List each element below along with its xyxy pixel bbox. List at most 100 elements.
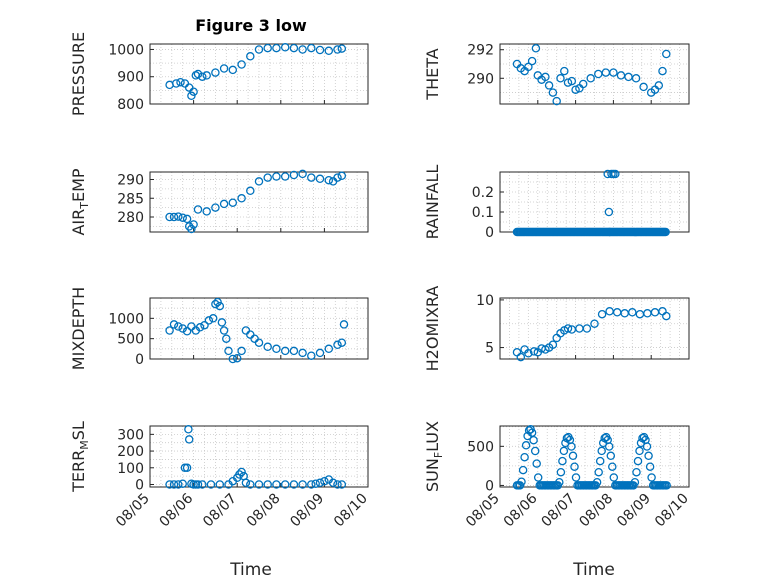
data-point: [592, 477, 602, 487]
y-axis-label: AIRTEMP: [69, 168, 91, 235]
data-point: [606, 451, 616, 461]
data-point: [563, 78, 573, 87]
data-point: [552, 96, 561, 106]
x-tick-label: 08/08: [576, 491, 616, 531]
y-axis-label: PRESSURE: [69, 32, 88, 116]
data-point: [662, 481, 671, 490]
data-point: [590, 319, 599, 328]
y-tick-label: 5: [485, 341, 494, 357]
data-point: [235, 470, 244, 479]
data-point: [533, 473, 543, 482]
data-point: [187, 91, 196, 101]
data-point: [647, 473, 656, 482]
data-point: [560, 66, 569, 76]
x-tick-label: 08/07: [200, 491, 240, 531]
data-point: [169, 320, 179, 329]
data-point: [521, 441, 531, 450]
x-tick-label: 08/05: [113, 491, 153, 531]
data-point: [529, 347, 539, 356]
data-point: [263, 342, 272, 352]
y-axis-label: SUNFLUX: [423, 421, 445, 492]
data-point: [324, 175, 334, 185]
data-point: [516, 352, 526, 362]
data-point: [263, 480, 272, 489]
data-point: [184, 435, 194, 444]
data-point: [187, 224, 196, 234]
data-point: [563, 324, 573, 333]
data-point: [662, 311, 671, 321]
data-point: [586, 74, 595, 83]
x-tick-label: 08/06: [157, 490, 197, 530]
y-tick-label: 0: [485, 478, 494, 494]
data-point: [333, 173, 342, 182]
data-point: [272, 172, 281, 181]
data-point: [578, 79, 588, 89]
data-point: [650, 308, 660, 317]
data-point: [631, 74, 641, 83]
data-point: [298, 45, 307, 54]
data-point: [611, 169, 620, 179]
data-point: [165, 326, 174, 335]
data-point: [198, 72, 207, 81]
data-point: [633, 456, 643, 466]
data-point: [632, 467, 641, 477]
data-point: [272, 480, 281, 489]
data-point: [254, 177, 264, 186]
data-point: [635, 446, 644, 456]
data-point: [219, 64, 229, 73]
data-point: [529, 435, 538, 445]
y-axis-label: H2OMIXRA: [423, 286, 442, 372]
data-point: [541, 72, 550, 82]
data-point: [320, 476, 329, 486]
data-point: [324, 46, 334, 56]
data-point: [517, 477, 526, 486]
y-tick-label: 1000: [108, 42, 144, 58]
subplot-pressure: 800 900 1000 PRESSURE: [69, 32, 369, 116]
data-point: [567, 442, 576, 451]
data-point: [512, 348, 522, 357]
y-tick-label: 300: [117, 427, 144, 443]
data-point: [608, 462, 617, 471]
data-point: [215, 480, 225, 489]
data-point: [548, 340, 558, 349]
data-point: [311, 479, 320, 488]
data-point: [339, 320, 349, 329]
data-point: [624, 72, 633, 82]
data-point: [337, 480, 347, 489]
data-point: [193, 205, 203, 214]
data-point: [228, 65, 238, 75]
data-point: [568, 451, 578, 461]
data-point: [298, 480, 307, 489]
data-point: [567, 76, 577, 86]
data-point: [211, 68, 220, 77]
data-point: [211, 203, 220, 212]
data-point: [307, 43, 316, 53]
x-tick-label: 08/10: [652, 491, 692, 531]
data-point: [224, 346, 233, 356]
data-point: [630, 477, 640, 487]
y-tick-label: 900: [117, 70, 144, 86]
axes-frame: [149, 43, 369, 105]
data-point: [515, 481, 525, 490]
data-point: [645, 462, 655, 471]
data-point: [169, 480, 179, 489]
data-point: [280, 43, 290, 52]
x-tick-label: 08/06: [501, 490, 541, 530]
data-point: [639, 82, 648, 92]
data-point: [178, 479, 187, 488]
data-point: [246, 480, 255, 489]
data-point: [208, 314, 218, 323]
data-point: [169, 212, 179, 222]
data-point: [171, 79, 181, 88]
data-point: [204, 316, 214, 325]
data-point: [530, 446, 540, 456]
data-point: [182, 463, 192, 473]
data-point: [315, 45, 325, 55]
data-point: [333, 45, 342, 54]
data-point: [289, 346, 299, 356]
y-tick-label: 292: [467, 43, 494, 59]
y-tick-label: 0.2: [472, 185, 494, 201]
